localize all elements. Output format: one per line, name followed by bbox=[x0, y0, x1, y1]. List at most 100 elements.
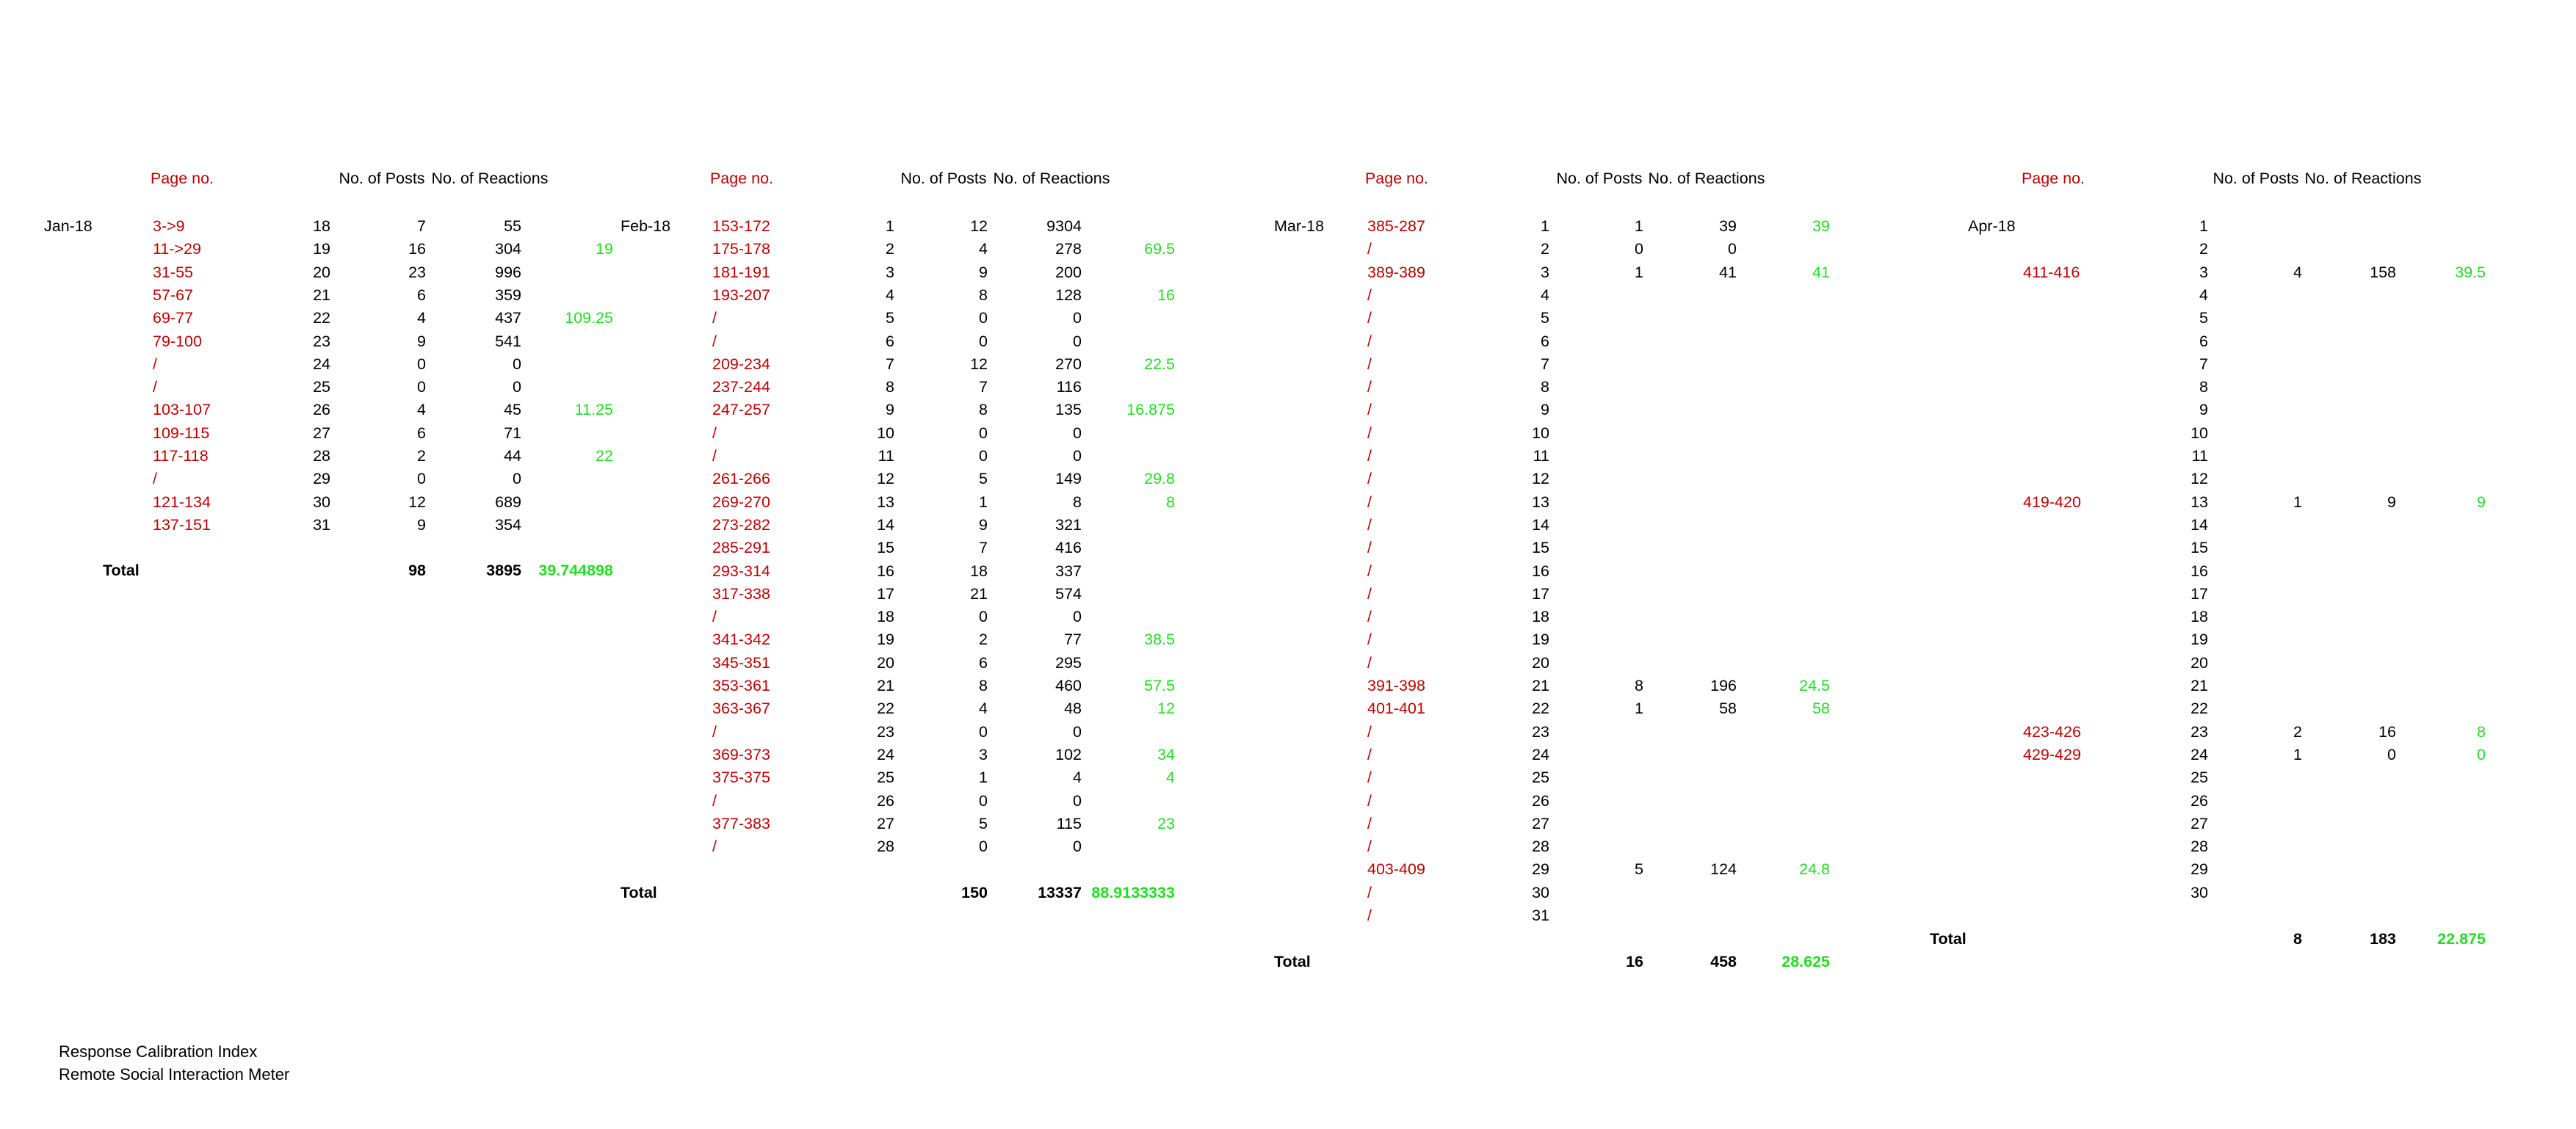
posts-cell: 1 bbox=[979, 769, 988, 787]
posts-cell: 23 bbox=[408, 263, 426, 281]
total-posts: 16 bbox=[1626, 953, 1643, 970]
day-cell: 8 bbox=[886, 378, 894, 396]
average-cell: 8 bbox=[1166, 493, 1175, 511]
day-cell: 27 bbox=[877, 814, 894, 832]
footer-line-1: Response Calibration Index bbox=[59, 1042, 258, 1061]
total-average: 22.875 bbox=[2437, 930, 2486, 948]
reactions-cell: 0 bbox=[513, 470, 521, 488]
page-range-cell: / bbox=[1367, 286, 1372, 304]
day-cell: 3 bbox=[1541, 263, 1549, 281]
day-cell: 16 bbox=[1532, 562, 1549, 580]
day-cell: 15 bbox=[2190, 539, 2208, 557]
page-range-cell: 261-266 bbox=[712, 470, 770, 488]
reactions-cell: 354 bbox=[495, 515, 521, 534]
reactions-cell: 0 bbox=[1073, 309, 1082, 327]
reactions-cell: 39 bbox=[1719, 217, 1737, 235]
average-cell: 19 bbox=[596, 240, 613, 258]
day-cell: 2 bbox=[2199, 240, 2208, 258]
average-cell: 24.8 bbox=[1799, 860, 1830, 879]
average-cell: 22 bbox=[596, 447, 613, 465]
day-cell: 29 bbox=[1532, 860, 1549, 879]
page-range-cell: / bbox=[1367, 584, 1372, 603]
header-no-of-reactions: No. of Reactions bbox=[431, 170, 549, 187]
posts-cell: 1 bbox=[2293, 493, 2302, 511]
posts-cell: 0 bbox=[979, 424, 988, 442]
day-cell: 30 bbox=[313, 493, 330, 511]
day-cell: 7 bbox=[2199, 355, 2208, 373]
day-cell: 29 bbox=[313, 470, 330, 488]
day-cell: 7 bbox=[1541, 355, 1549, 373]
day-cell: 4 bbox=[886, 286, 894, 304]
posts-cell: 4 bbox=[417, 401, 426, 419]
header-no-of-posts: No. of Posts bbox=[339, 170, 425, 187]
day-cell: 29 bbox=[2190, 860, 2208, 879]
day-cell: 25 bbox=[1532, 769, 1549, 787]
page-range-cell: / bbox=[1367, 309, 1372, 327]
page-range-cell: / bbox=[1367, 378, 1372, 396]
reactions-cell: 295 bbox=[1055, 653, 1082, 672]
page-range-cell: 391-398 bbox=[1367, 677, 1425, 694]
day-cell: 31 bbox=[1532, 907, 1549, 924]
day-cell: 6 bbox=[886, 332, 894, 350]
total-label: Total bbox=[103, 562, 140, 579]
day-cell: 31 bbox=[313, 515, 330, 534]
month-label: Jan-18 bbox=[44, 217, 93, 235]
day-cell: 26 bbox=[1532, 791, 1549, 810]
posts-cell: 6 bbox=[417, 286, 426, 304]
day-cell: 18 bbox=[877, 608, 894, 626]
day-cell: 17 bbox=[2190, 584, 2208, 603]
reactions-cell: 200 bbox=[1055, 263, 1082, 281]
reactions-cell: 359 bbox=[495, 286, 521, 304]
day-cell: 30 bbox=[1532, 883, 1549, 901]
day-cell: 9 bbox=[1541, 401, 1549, 419]
page-range-cell: 341-342 bbox=[712, 631, 770, 649]
page-range-cell: / bbox=[1367, 332, 1372, 350]
posts-cell: 6 bbox=[417, 424, 426, 442]
day-cell: 26 bbox=[877, 791, 894, 810]
day-cell: 17 bbox=[877, 584, 894, 603]
reactions-cell: 44 bbox=[504, 447, 521, 465]
day-cell: 28 bbox=[877, 838, 894, 856]
page-range-cell: 247-257 bbox=[712, 401, 770, 419]
average-cell: 29.8 bbox=[1144, 470, 1175, 488]
posts-cell: 16 bbox=[408, 240, 426, 258]
total-posts: 98 bbox=[408, 562, 426, 579]
reactions-cell: 4 bbox=[1073, 769, 1082, 787]
page-range-cell: 117-118 bbox=[153, 447, 209, 465]
day-cell: 6 bbox=[1541, 332, 1549, 350]
total-label: Total bbox=[1930, 930, 1967, 948]
reactions-cell: 270 bbox=[1055, 355, 1082, 373]
page-range-cell: / bbox=[1367, 447, 1372, 465]
day-cell: 14 bbox=[1532, 515, 1549, 534]
posts-cell: 5 bbox=[1635, 860, 1643, 879]
day-cell: 25 bbox=[313, 378, 330, 396]
posts-cell: 4 bbox=[979, 240, 988, 258]
page-range-cell: 103-107 bbox=[153, 401, 211, 419]
page-range-cell: 375-375 bbox=[712, 769, 770, 787]
average-cell: 16.875 bbox=[1126, 401, 1175, 419]
total-reactions: 13337 bbox=[1038, 884, 1082, 901]
day-cell: 11 bbox=[1533, 447, 1549, 465]
posts-cell: 1 bbox=[979, 493, 988, 511]
day-cell: 25 bbox=[2190, 769, 2208, 787]
page-range-cell: 377-383 bbox=[712, 814, 770, 832]
day-cell: 13 bbox=[2190, 493, 2208, 511]
day-cell: 18 bbox=[1532, 608, 1549, 626]
month-label: Mar-18 bbox=[1274, 217, 1325, 235]
header-page-no: Page no. bbox=[1364, 170, 1429, 187]
day-cell: 2 bbox=[886, 240, 894, 258]
reactions-cell: 0 bbox=[1073, 722, 1082, 741]
reactions-cell: 0 bbox=[1728, 240, 1737, 258]
reactions-cell: 102 bbox=[1055, 745, 1082, 763]
header-no-of-posts: No. of Posts bbox=[1556, 170, 1643, 187]
day-cell: 2 bbox=[1541, 240, 1549, 258]
page-range-cell: / bbox=[712, 722, 717, 741]
posts-cell: 2 bbox=[979, 631, 988, 649]
posts-cell: 0 bbox=[417, 355, 426, 373]
average-cell: 23 bbox=[1157, 814, 1175, 832]
page-range-cell: / bbox=[1367, 515, 1372, 534]
page-range-cell: / bbox=[1367, 401, 1372, 419]
day-cell: 26 bbox=[313, 401, 330, 419]
posts-cell: 0 bbox=[1635, 240, 1643, 258]
reactions-cell: 55 bbox=[504, 217, 521, 235]
